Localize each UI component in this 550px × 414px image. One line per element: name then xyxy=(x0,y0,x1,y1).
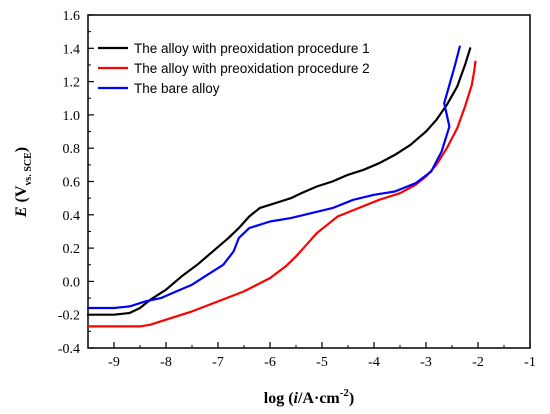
y-tick-label: 0.2 xyxy=(63,242,81,257)
y-tick-label: 0.4 xyxy=(63,209,81,224)
y-tick-label: 1.4 xyxy=(63,42,81,57)
x-tick-label: -9 xyxy=(108,355,120,370)
x-tick-label: -5 xyxy=(316,355,328,370)
x-axis-title: log (i/A·cm-2) xyxy=(264,387,355,407)
y-tick-label: 1.0 xyxy=(63,109,81,124)
x-tick-label: -3 xyxy=(420,355,432,370)
y-tick-label: 1.6 xyxy=(63,9,81,24)
x-tick-label: -7 xyxy=(212,355,224,370)
legend-label: The bare alloy xyxy=(134,81,220,96)
y-tick-label: 0.8 xyxy=(63,142,81,157)
x-tick-label: -8 xyxy=(160,355,172,370)
y-tick-label: 0.6 xyxy=(63,176,81,191)
y-tick-label: 1.2 xyxy=(63,76,81,91)
axis-ticks: -9 -8 -7 -6 -5 -4 -3 -2 -1 -0.4 -0.2 0.0 0.2 0.4 0.6 0.… xyxy=(58,9,536,370)
y-axis-title: E (Vvs. SCE) xyxy=(13,147,34,218)
legend: The alloy with preoxidation procedure 1 T… xyxy=(98,41,370,96)
legend-label: The alloy with preoxidation procedure 2 xyxy=(134,61,370,76)
x-tick-label: -1 xyxy=(524,355,536,370)
x-tick-label: -6 xyxy=(264,355,276,370)
y-tick-label: 0.0 xyxy=(63,275,81,290)
series-line-bare-alloy xyxy=(86,45,461,310)
series-line-procedure-2 xyxy=(86,60,477,328)
x-tick-label: -2 xyxy=(472,355,484,370)
x-tick-label: -4 xyxy=(368,355,380,370)
legend-label: The alloy with preoxidation procedure 1 xyxy=(134,41,370,56)
y-tick-label: -0.4 xyxy=(58,342,80,357)
series-lines xyxy=(86,45,477,328)
y-tick-label: -0.2 xyxy=(58,309,80,324)
series-line-procedure-1 xyxy=(86,47,472,316)
